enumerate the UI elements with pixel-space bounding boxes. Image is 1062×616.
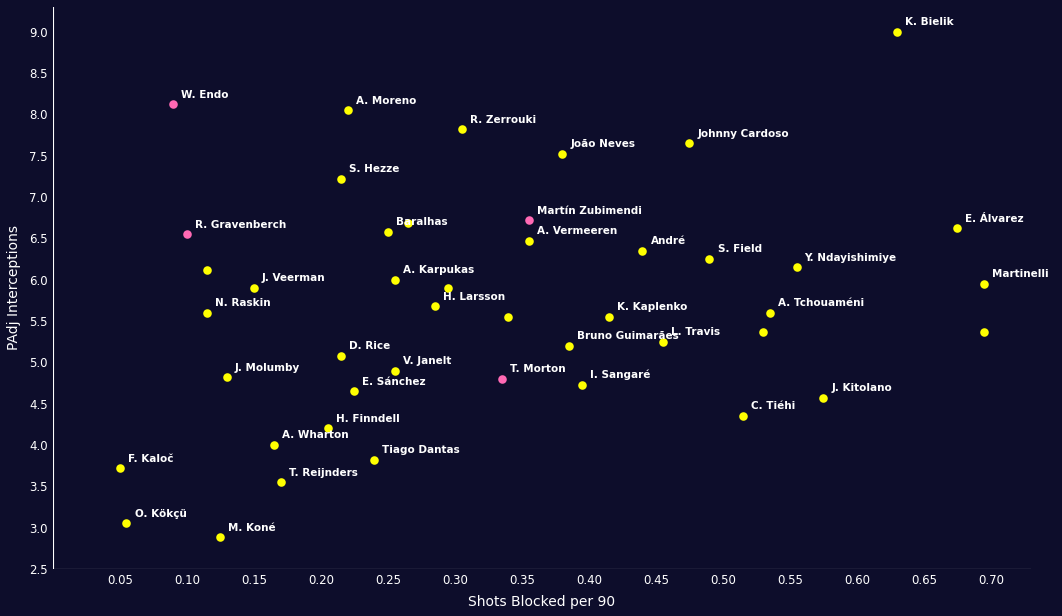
Point xyxy=(245,283,262,293)
Text: I. Sangaré: I. Sangaré xyxy=(590,370,651,380)
Text: A. Karpukas: A. Karpukas xyxy=(402,265,474,275)
Text: Johnny Cardoso: Johnny Cardoso xyxy=(698,129,789,139)
Text: E. Álvarez: E. Álvarez xyxy=(965,214,1024,224)
Point xyxy=(440,283,457,293)
Text: H. Larsson: H. Larsson xyxy=(443,291,504,302)
Point xyxy=(976,326,993,336)
Point xyxy=(600,312,617,322)
Text: André: André xyxy=(651,236,686,246)
Text: E. Sánchez: E. Sánchez xyxy=(362,376,426,387)
Point xyxy=(272,477,289,487)
Text: F. Kaloč: F. Kaloč xyxy=(127,453,173,463)
Text: T. Morton: T. Morton xyxy=(510,364,565,375)
Point xyxy=(386,275,402,285)
Text: K. Kaplenko: K. Kaplenko xyxy=(617,302,687,312)
Point xyxy=(520,236,537,246)
Text: J. Veerman: J. Veerman xyxy=(262,274,325,283)
Text: R. Gravenberch: R. Gravenberch xyxy=(194,220,286,230)
Point xyxy=(788,262,805,272)
Text: N. Raskin: N. Raskin xyxy=(215,298,271,308)
Point xyxy=(949,224,966,233)
Point xyxy=(332,174,349,184)
Text: M. Koné: M. Koné xyxy=(228,523,276,533)
Text: Tiago Dantas: Tiago Dantas xyxy=(382,445,460,455)
Point xyxy=(319,423,336,433)
Text: R. Zerrouki: R. Zerrouki xyxy=(469,115,535,124)
Text: Martín Zubimendi: Martín Zubimendi xyxy=(536,206,641,216)
Text: H. Finndell: H. Finndell xyxy=(336,414,399,424)
Text: D. Rice: D. Rice xyxy=(349,341,390,351)
Point xyxy=(761,308,778,318)
Text: T. Reijnders: T. Reijnders xyxy=(289,468,358,477)
Point xyxy=(654,337,671,347)
Point xyxy=(500,312,517,322)
Text: L. Travis: L. Travis xyxy=(670,327,720,337)
Point xyxy=(426,301,443,311)
Text: Bruno Guimarães: Bruno Guimarães xyxy=(577,331,679,341)
Text: S. Field: S. Field xyxy=(718,245,761,254)
Point xyxy=(573,379,590,389)
Point xyxy=(346,386,363,396)
Point xyxy=(634,246,651,256)
Point xyxy=(211,532,228,542)
Point xyxy=(681,139,698,148)
Point xyxy=(165,100,182,110)
Point xyxy=(332,351,349,360)
Point xyxy=(219,372,236,382)
Text: João Neves: João Neves xyxy=(570,139,635,150)
Point xyxy=(112,463,129,473)
Point xyxy=(199,308,216,318)
Text: A. Vermeeren: A. Vermeeren xyxy=(536,226,617,237)
Point xyxy=(386,366,402,376)
Text: Y. Ndayishimiye: Y. Ndayishimiye xyxy=(805,253,896,262)
Point xyxy=(493,374,510,384)
Text: Martinelli: Martinelli xyxy=(992,269,1049,279)
Text: J. Kitolano: J. Kitolano xyxy=(832,383,892,393)
Point xyxy=(889,27,906,37)
Point xyxy=(178,229,195,239)
Point xyxy=(399,219,416,229)
Text: O. Kökçü: O. Kökçü xyxy=(135,509,187,519)
Text: C. Tiéhi: C. Tiéhi xyxy=(751,402,795,411)
Point xyxy=(118,519,135,529)
Point xyxy=(266,440,282,450)
Point xyxy=(755,326,772,336)
Point xyxy=(976,279,993,289)
Point xyxy=(379,227,396,237)
Text: W. Endo: W. Endo xyxy=(182,90,229,100)
Point xyxy=(701,254,718,264)
Point xyxy=(199,265,216,275)
X-axis label: Shots Blocked per 90: Shots Blocked per 90 xyxy=(468,595,616,609)
Text: A. Wharton: A. Wharton xyxy=(281,431,348,440)
Text: J. Molumby: J. Molumby xyxy=(235,363,301,373)
Point xyxy=(453,124,470,134)
Point xyxy=(561,341,578,351)
Text: A. Moreno: A. Moreno xyxy=(356,95,416,106)
Point xyxy=(520,215,537,225)
Point xyxy=(815,393,832,403)
Y-axis label: PAdj Interceptions: PAdj Interceptions xyxy=(7,225,21,351)
Text: V. Janelt: V. Janelt xyxy=(402,356,451,366)
Point xyxy=(735,411,752,421)
Point xyxy=(339,105,356,115)
Text: Baralhas: Baralhas xyxy=(396,217,447,227)
Point xyxy=(366,455,383,464)
Point xyxy=(553,149,570,159)
Text: A. Tchouaméni: A. Tchouaméni xyxy=(777,298,864,308)
Text: K. Bielik: K. Bielik xyxy=(905,17,954,27)
Text: S. Hezze: S. Hezze xyxy=(349,164,399,174)
